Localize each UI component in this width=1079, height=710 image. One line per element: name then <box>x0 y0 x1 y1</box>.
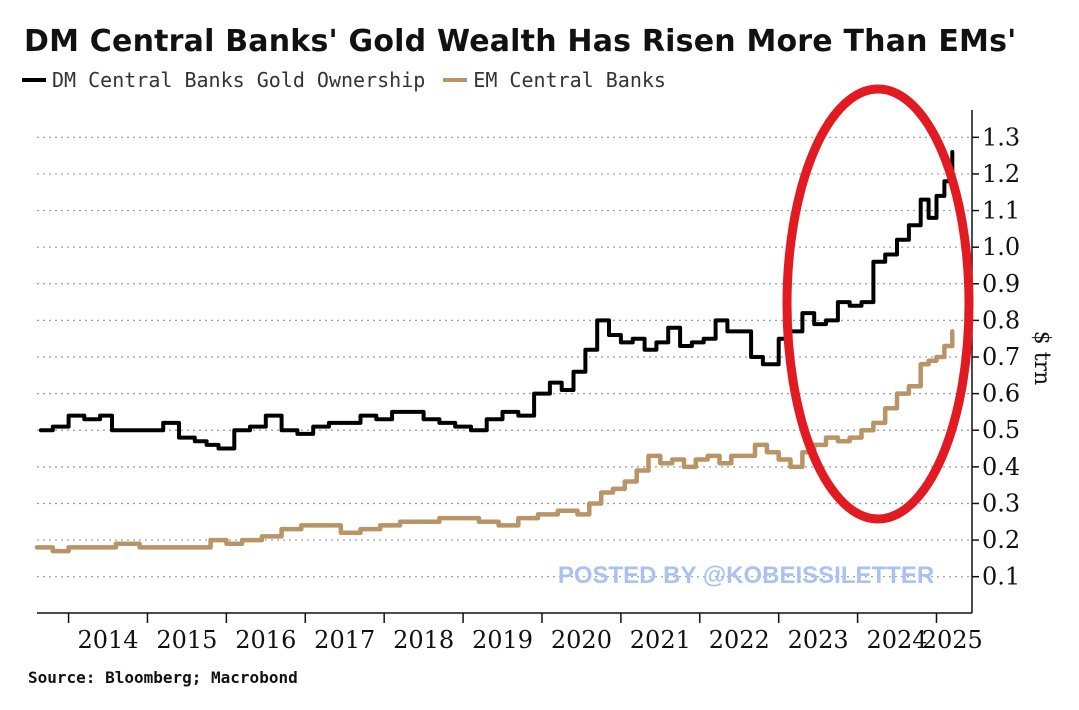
x-tick-label: 2020 <box>551 626 612 654</box>
chart-title: DM Central Banks' Gold Wealth Has Risen … <box>24 24 1017 59</box>
y-axis-ticks: 0.1 0.2 0.3 0.4 0.5 0.6 0.7 0.8 0.9 1.0 1.1 1.2 1.3 <box>972 123 1020 591</box>
x-tick-label: 2024 <box>867 626 928 654</box>
series-lines <box>34 150 955 554</box>
legend-label-em: EM Central Banks <box>473 68 666 92</box>
y-tick-label: 0.6 <box>982 380 1020 408</box>
x-tick-label: 2021 <box>630 626 691 654</box>
y-tick-label: 1.1 <box>982 197 1020 225</box>
axes <box>37 110 973 614</box>
legend-item-dm: DM Central Banks Gold Ownership <box>22 68 425 92</box>
y-tick-label: 1.2 <box>982 160 1020 188</box>
chart-legend: DM Central Banks Gold Ownership EM Centr… <box>22 68 684 92</box>
x-tick-label: 2016 <box>235 626 296 654</box>
y-tick-label: 0.2 <box>982 526 1020 554</box>
y-tick-label: 0.5 <box>982 416 1020 444</box>
series-line-em <box>34 329 955 554</box>
x-tick-label: 2022 <box>709 626 770 654</box>
y-axis-label: $ trn <box>1029 331 1054 386</box>
y-tick-label: 0.8 <box>982 306 1020 334</box>
legend-swatch-dm <box>22 78 46 82</box>
y-tick-label: 1.3 <box>982 123 1020 151</box>
highlight-ellipse <box>782 84 974 524</box>
watermark: POSTED BY @KOBEISSILETTER <box>558 562 934 589</box>
y-tick-label: 0.1 <box>982 563 1020 591</box>
legend-swatch-em <box>443 78 468 82</box>
y-tick-label: 0.4 <box>982 453 1020 481</box>
x-axis-ticks: 2014 2015 2016 2017 2018 2019 2020 2021 2022 2023… <box>67 613 983 654</box>
y-tick-label: 0.9 <box>982 270 1020 298</box>
grid-lines <box>37 136 972 578</box>
series-line-dm <box>38 150 955 451</box>
x-tick-label: 2018 <box>393 626 454 654</box>
x-tick-label: 2014 <box>77 626 138 654</box>
x-tick-label: 2023 <box>788 626 849 654</box>
x-tick-label: 2019 <box>472 626 533 654</box>
y-tick-label: 1.0 <box>982 233 1020 261</box>
y-tick-label: 0.7 <box>982 343 1020 371</box>
x-tick-label: 2025 <box>922 626 983 654</box>
x-tick-label: 2017 <box>314 626 375 654</box>
x-tick-label: 2015 <box>156 626 217 654</box>
legend-item-em: EM Central Banks <box>443 68 666 92</box>
source-note: Source: Bloomberg; Macrobond <box>28 668 298 687</box>
y-tick-label: 0.3 <box>982 489 1020 517</box>
legend-label-dm: DM Central Banks Gold Ownership <box>52 68 426 92</box>
